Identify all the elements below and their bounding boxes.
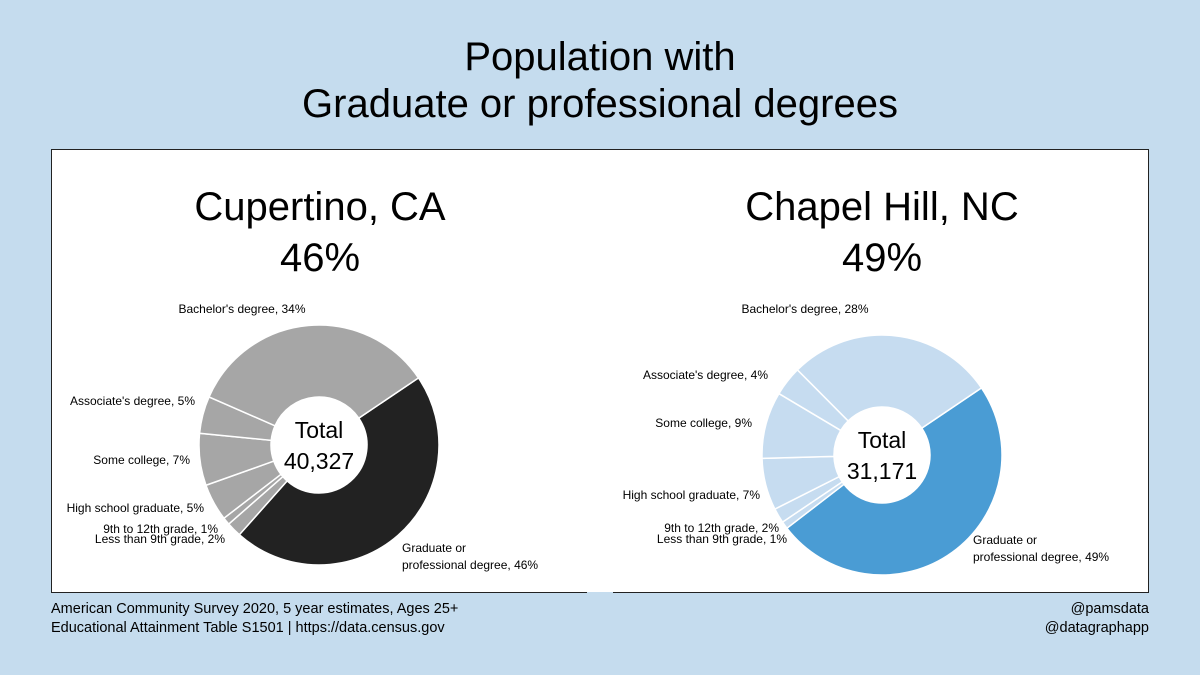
slice-label-high-school-graduate: High school graduate, 7% [623, 488, 761, 502]
chart-1-headline-value: 46% [279, 236, 361, 280]
source-note: American Community Survey 2020, 5 year e… [51, 600, 458, 638]
slice-label-less-than-9th-grade: Less than 9th grade, 2% [95, 532, 225, 546]
slice-bachelor-s-degree [208, 324, 420, 427]
slice-label-bachelor-s-degree: Bachelor's degree, 34% [178, 302, 305, 316]
center-total-value: 40,327 [284, 448, 354, 474]
chart-1-title: Cupertino, CA [194, 185, 446, 229]
title-line-2: Graduate or professional degrees [302, 82, 898, 126]
slice-label-associate-s-degree: Associate's degree, 5% [70, 394, 195, 408]
center-total-label: Total [295, 417, 344, 443]
chart-2-headline-value: 49% [841, 236, 923, 280]
credit-line-2: @datagraphapp [1044, 620, 1149, 636]
slice-bachelor-s-degree [796, 334, 983, 430]
chart-2-title: Chapel Hill, NC [745, 185, 1019, 229]
center-total-value: 31,171 [847, 458, 917, 484]
slice-label-less-than-9th-grade: Less than 9th grade, 1% [657, 532, 787, 546]
slice-label-graduate-or-professional-degree: Graduate or professional degree, 49% [973, 533, 1109, 564]
slice-label-graduate-or-professional-degree: Graduate or professional degree, 46% [402, 541, 538, 572]
slice-graduate-or-professional-degree [238, 376, 440, 566]
slice-label-some-college: Some college, 7% [93, 453, 190, 467]
slice-label-9th-to-12th-grade: 9th to 12th grade, 2% [664, 521, 779, 535]
slice-label-9th-to-12th-grade: 9th to 12th grade, 1% [103, 522, 218, 536]
center-total-label: Total [858, 427, 907, 453]
slice-label-high-school-graduate: High school graduate, 5% [67, 501, 205, 515]
slice-label-bachelor-s-degree: Bachelor's degree, 28% [741, 302, 868, 316]
credit-line-1: @pamsdata [1070, 601, 1149, 617]
slide-title: Population with Graduate or professional… [0, 34, 1200, 128]
slice-graduate-or-professional-degree [785, 386, 1003, 576]
source-line-2: Educational Attainment Table S1501 | htt… [51, 620, 445, 636]
credit-note: @pamsdata @datagraphapp [1045, 600, 1149, 638]
slice-label-associate-s-degree: Associate's degree, 4% [643, 368, 768, 382]
title-line-1: Population with [464, 35, 736, 79]
slice-label-some-college: Some college, 9% [655, 416, 752, 430]
panel-notch [587, 592, 613, 599]
source-line-1: American Community Survey 2020, 5 year e… [51, 601, 459, 617]
